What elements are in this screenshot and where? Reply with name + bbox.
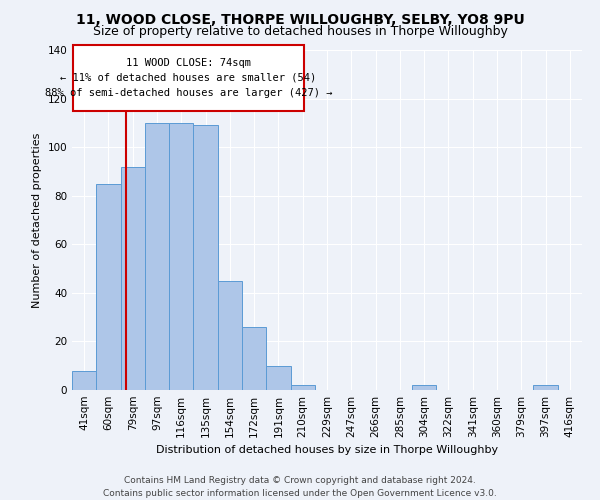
Bar <box>290 385 315 390</box>
Text: 11, WOOD CLOSE, THORPE WILLOUGHBY, SELBY, YO8 9PU: 11, WOOD CLOSE, THORPE WILLOUGHBY, SELBY… <box>76 12 524 26</box>
Bar <box>145 123 169 390</box>
Y-axis label: Number of detached properties: Number of detached properties <box>32 132 42 308</box>
X-axis label: Distribution of detached houses by size in Thorpe Willoughby: Distribution of detached houses by size … <box>156 446 498 456</box>
Bar <box>169 123 193 390</box>
Bar <box>242 327 266 390</box>
Bar <box>533 385 558 390</box>
Text: 11 WOOD CLOSE: 74sqm
← 11% of detached houses are smaller (54)
88% of semi-detac: 11 WOOD CLOSE: 74sqm ← 11% of detached h… <box>45 58 332 98</box>
Bar <box>412 385 436 390</box>
Text: Contains HM Land Registry data © Crown copyright and database right 2024.
Contai: Contains HM Land Registry data © Crown c… <box>103 476 497 498</box>
Bar <box>72 370 96 390</box>
Text: Size of property relative to detached houses in Thorpe Willoughby: Size of property relative to detached ho… <box>92 25 508 38</box>
Bar <box>266 366 290 390</box>
Bar <box>218 280 242 390</box>
Bar <box>121 166 145 390</box>
FancyBboxPatch shape <box>73 45 304 110</box>
Bar <box>193 126 218 390</box>
Bar <box>96 184 121 390</box>
